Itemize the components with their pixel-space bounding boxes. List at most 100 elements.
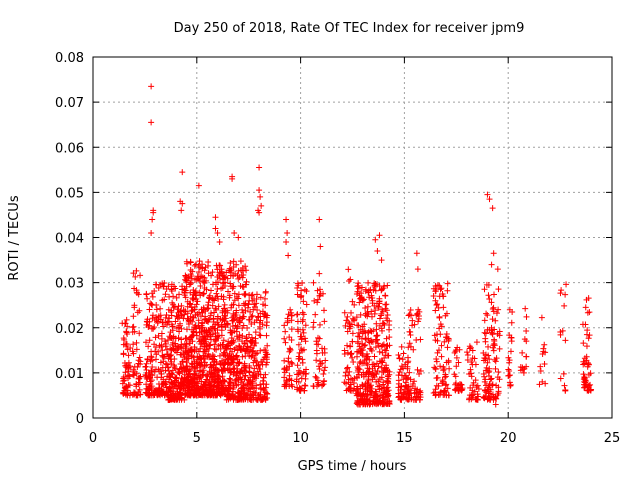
data-point: [195, 389, 202, 396]
data-point: [246, 297, 253, 304]
data-point: [312, 311, 319, 318]
data-point: [452, 348, 459, 355]
data-point: [298, 375, 305, 382]
data-point: [466, 343, 473, 350]
data-point: [166, 293, 173, 300]
data-point: [367, 345, 374, 352]
data-point: [182, 308, 189, 315]
data-point: [365, 310, 372, 317]
data-point: [466, 396, 473, 403]
data-point: [362, 304, 369, 311]
data-point: [227, 327, 234, 334]
data-point: [196, 356, 203, 363]
data-point: [158, 335, 165, 342]
data-point: [227, 394, 234, 401]
data-point: [261, 395, 268, 402]
data-point: [181, 375, 188, 382]
data-point: [582, 321, 589, 328]
data-point: [164, 319, 171, 326]
data-point: [122, 369, 129, 376]
data-point: [282, 328, 289, 335]
data-point: [187, 259, 194, 266]
data-point: [491, 326, 498, 333]
data-point: [229, 314, 236, 321]
data-point: [220, 337, 227, 344]
data-point: [380, 389, 387, 396]
data-point: [124, 346, 131, 353]
data-point: [239, 315, 246, 322]
data-point: [343, 387, 350, 394]
data-point: [226, 375, 233, 382]
data-point: [561, 302, 568, 309]
data-point: [281, 322, 288, 329]
data-point: [216, 239, 223, 246]
data-point: [230, 258, 237, 265]
data-point: [213, 281, 220, 288]
data-point: [399, 356, 406, 363]
x-tick-label: 10: [292, 431, 309, 446]
data-point: [214, 321, 221, 328]
data-point: [264, 342, 271, 349]
data-point: [303, 301, 310, 308]
data-point: [136, 330, 143, 337]
data-point: [235, 234, 242, 241]
data-point: [347, 350, 354, 357]
data-point: [384, 400, 391, 407]
data-point: [384, 384, 391, 391]
data-point: [344, 349, 351, 356]
data-point: [229, 388, 236, 395]
data-point: [195, 182, 202, 189]
data-point: [359, 284, 366, 291]
data-point: [257, 310, 264, 317]
data-point: [406, 311, 413, 318]
data-point: [195, 317, 202, 324]
data-point: [437, 363, 444, 370]
data-point: [263, 332, 270, 339]
data-point: [236, 370, 243, 377]
data-point: [183, 345, 190, 352]
data-point: [380, 379, 387, 386]
data-point: [219, 377, 226, 384]
plot-frame: [92, 56, 613, 419]
data-point: [322, 364, 329, 371]
data-point: [218, 389, 225, 396]
x-axis-title: GPS time / hours: [298, 459, 407, 474]
data-point: [143, 339, 150, 346]
data-point: [397, 366, 404, 373]
data-point: [470, 379, 477, 386]
data-point: [360, 360, 367, 367]
data-point: [287, 306, 294, 313]
data-point: [561, 382, 568, 389]
data-point: [293, 311, 300, 318]
data-point: [313, 374, 320, 381]
data-point: [147, 378, 154, 385]
data-point: [182, 387, 189, 394]
data-point: [587, 381, 594, 388]
data-point: [130, 313, 137, 320]
data-point: [149, 364, 156, 371]
data-point: [200, 337, 207, 344]
data-point: [160, 376, 167, 383]
data-point: [171, 362, 178, 369]
data-point: [344, 313, 351, 320]
data-point: [218, 366, 225, 373]
data-point: [383, 307, 390, 314]
data-point: [362, 286, 369, 293]
data-point: [191, 370, 198, 377]
data-point: [562, 387, 569, 394]
data-point: [405, 391, 412, 398]
data-point: [455, 387, 462, 394]
data-point: [368, 382, 375, 389]
data-point: [173, 313, 180, 320]
data-point: [523, 353, 530, 360]
data-point: [234, 365, 241, 372]
data-point: [417, 367, 424, 374]
data-point: [364, 385, 371, 392]
data-point: [209, 373, 216, 380]
data-point: [519, 349, 526, 356]
data-point: [191, 358, 198, 365]
data-point: [300, 368, 307, 375]
data-point: [231, 290, 238, 297]
data-point: [182, 349, 189, 356]
